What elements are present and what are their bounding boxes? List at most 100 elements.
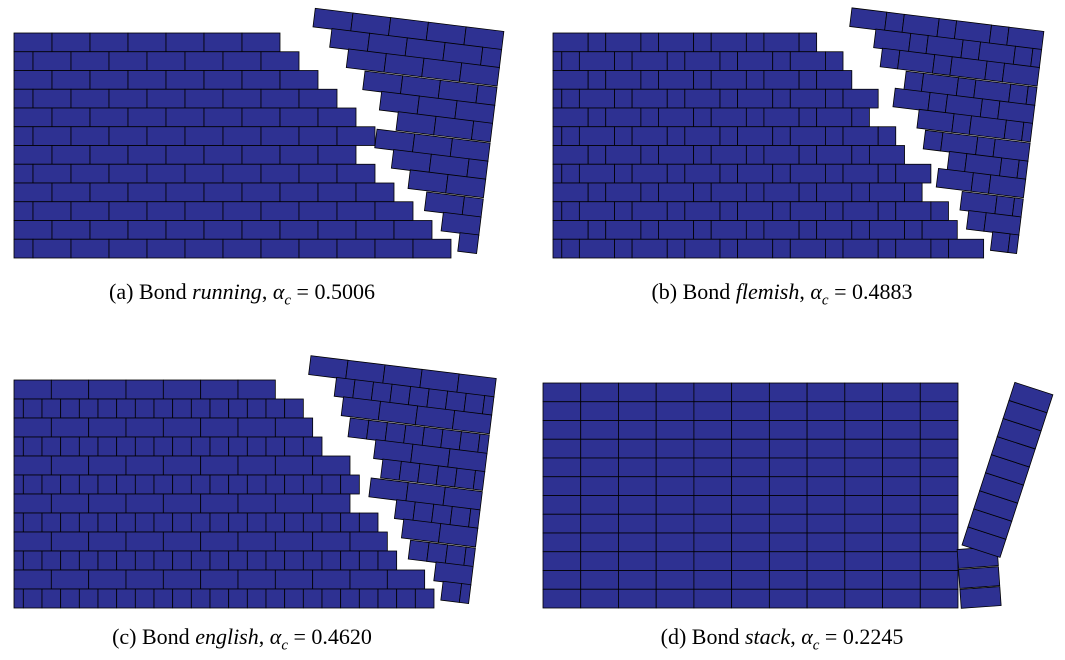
brick	[337, 127, 375, 146]
brick	[242, 108, 280, 127]
brick	[348, 418, 369, 439]
brick	[543, 383, 581, 402]
brick	[950, 57, 987, 80]
brick	[961, 40, 981, 61]
brick	[163, 494, 200, 513]
brick	[807, 477, 845, 496]
brick	[280, 71, 318, 90]
brick	[61, 551, 80, 570]
brick	[117, 437, 136, 456]
brick	[937, 19, 957, 40]
brick	[807, 402, 845, 421]
brick	[1022, 122, 1033, 142]
caption: (c) Bond english, αc = 0.4620	[0, 624, 492, 654]
brick	[615, 239, 633, 258]
caption-label: (a) Bond	[109, 279, 187, 304]
brick	[482, 396, 494, 416]
brick	[201, 380, 238, 399]
brick	[467, 159, 488, 180]
brick	[1026, 86, 1037, 106]
brick	[204, 183, 242, 202]
brick	[98, 551, 117, 570]
brick	[359, 513, 378, 532]
brick	[51, 380, 88, 399]
brick	[656, 383, 694, 402]
brick	[618, 571, 656, 590]
brick	[588, 108, 606, 127]
brick	[337, 239, 375, 258]
brick	[471, 121, 492, 142]
brick	[773, 202, 791, 221]
brick	[185, 52, 223, 71]
brick	[920, 421, 958, 440]
brick	[135, 399, 154, 418]
brick	[229, 437, 248, 456]
brick	[931, 202, 949, 221]
brick	[764, 71, 799, 90]
brick	[632, 89, 667, 108]
brick	[266, 513, 285, 532]
alpha-subscript: c	[284, 292, 291, 308]
brick	[641, 183, 659, 202]
brick	[896, 202, 931, 221]
brick	[147, 52, 185, 71]
brick	[632, 239, 667, 258]
brick	[685, 52, 720, 71]
brick	[201, 570, 238, 589]
brick	[920, 496, 958, 515]
brick	[438, 524, 477, 547]
wall	[543, 383, 958, 608]
brick	[369, 478, 408, 501]
brick	[976, 137, 996, 158]
brick	[390, 384, 411, 405]
brick	[210, 475, 229, 494]
brick	[632, 127, 667, 146]
brick	[920, 458, 958, 477]
brick	[658, 33, 693, 52]
brick	[543, 477, 581, 496]
brick	[799, 33, 817, 52]
brick	[543, 589, 581, 608]
brick	[71, 164, 109, 183]
brick	[883, 402, 921, 421]
brick	[658, 221, 693, 240]
brick	[280, 183, 318, 202]
brick	[694, 33, 712, 52]
brick	[201, 418, 238, 437]
brick	[960, 587, 1001, 609]
brick	[71, 239, 109, 258]
brick	[23, 475, 42, 494]
brick	[191, 437, 210, 456]
brick	[166, 33, 204, 52]
brick	[223, 89, 261, 108]
brick	[424, 192, 464, 215]
brick	[618, 439, 656, 458]
brick	[98, 589, 117, 608]
brick	[90, 33, 128, 52]
brick	[117, 475, 136, 494]
brick	[14, 475, 23, 494]
brick	[318, 108, 356, 127]
brick	[109, 127, 147, 146]
brick	[720, 127, 738, 146]
brick	[773, 127, 791, 146]
brick	[341, 397, 380, 420]
brick	[923, 130, 943, 151]
brick	[204, 221, 242, 240]
brick	[434, 562, 473, 585]
brick	[135, 475, 154, 494]
brick	[303, 513, 322, 532]
brick	[261, 202, 299, 221]
brick	[128, 33, 166, 52]
brick	[581, 496, 619, 515]
brick	[266, 437, 285, 456]
brick	[261, 164, 299, 183]
brick	[769, 552, 807, 571]
brick	[667, 52, 685, 71]
brick	[126, 380, 163, 399]
brick	[581, 439, 619, 458]
brick	[359, 551, 378, 570]
brick	[618, 552, 656, 571]
brick	[581, 514, 619, 533]
brick	[667, 127, 685, 146]
